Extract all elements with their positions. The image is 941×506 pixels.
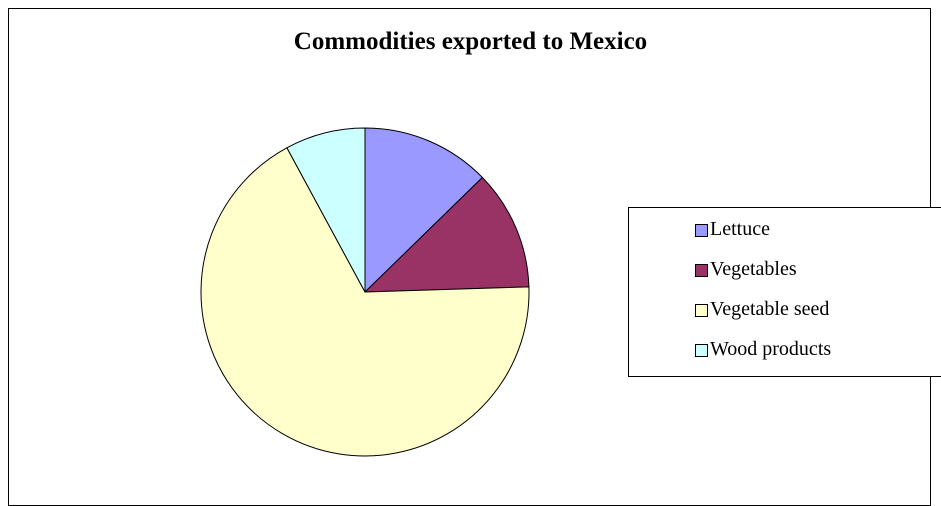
- chart-legend: Lettuce Vegetables Vegetable seed Wood p…: [628, 207, 941, 377]
- legend-swatch-vegetable-seed: [695, 304, 708, 317]
- legend-item-wood-products: Wood products: [629, 337, 941, 377]
- legend-item-vegetables: Vegetables: [629, 257, 941, 297]
- legend-label-wood-products: Wood products: [710, 338, 832, 360]
- legend-swatch-wood-products: [695, 344, 708, 357]
- legend-swatch-vegetables: [695, 264, 708, 277]
- legend-item-lettuce: Lettuce: [629, 217, 941, 257]
- chart-title: Commodities exported to Mexico: [293, 28, 648, 55]
- pie-slice-wood-products: [286, 127, 366, 293]
- legend-swatch-lettuce: [695, 224, 708, 237]
- legend-item-vegetable-seed: Vegetable seed: [629, 297, 941, 337]
- pie-slice-vegetables: [363, 176, 530, 293]
- pie-slice-vegetable-seed: [200, 147, 530, 457]
- legend-label-vegetable-seed: Vegetable seed: [710, 298, 830, 320]
- legend-label-vegetables: Vegetables: [710, 258, 797, 280]
- pie-slice-lettuce: [364, 127, 484, 294]
- legend-label-lettuce: Lettuce: [710, 218, 770, 240]
